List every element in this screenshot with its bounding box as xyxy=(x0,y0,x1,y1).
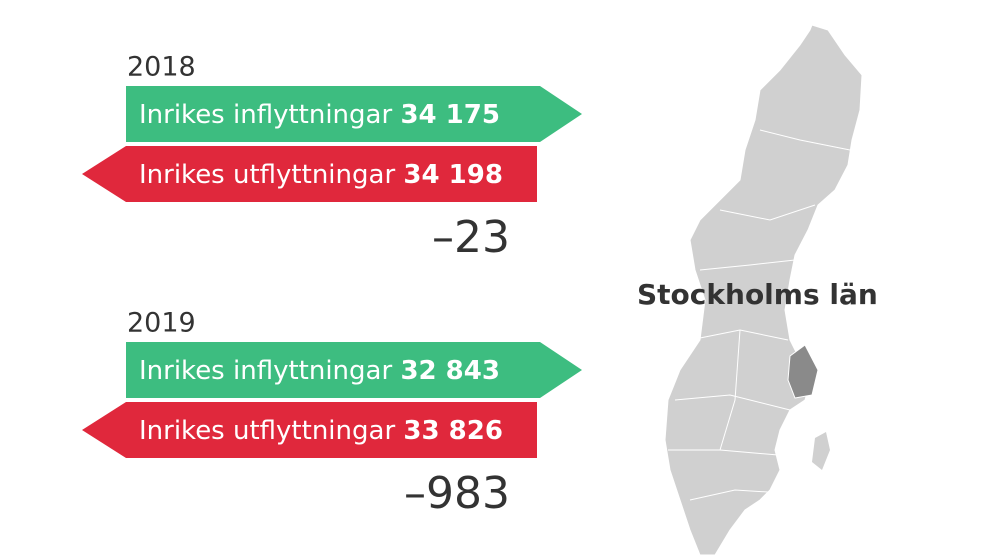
outflow-label: Inrikes utflyttningar xyxy=(139,160,395,190)
outflow-arrow xyxy=(82,402,537,458)
outflow-value: 33 826 xyxy=(403,416,503,446)
net-change: –983 xyxy=(404,468,510,519)
outflow-text: Inrikes utflyttningar 34 198 xyxy=(139,160,503,190)
net-change: –23 xyxy=(432,212,510,263)
sweden-map xyxy=(664,24,863,556)
gotland xyxy=(812,432,830,470)
inflow-value: 34 175 xyxy=(400,100,500,130)
stockholm-county xyxy=(787,344,819,399)
sweden-shape xyxy=(664,24,863,556)
outflow-value: 34 198 xyxy=(403,160,503,190)
county-borders xyxy=(668,129,851,501)
inflow-value: 32 843 xyxy=(400,356,500,386)
year: 2019 xyxy=(127,308,196,339)
outflow-arrow xyxy=(82,146,537,202)
inflow-label: Inrikes inflyttningar xyxy=(139,100,392,130)
inflow-arrow xyxy=(126,86,582,142)
inflow-label: Inrikes inflyttningar xyxy=(139,356,392,386)
outflow-text: Inrikes utflyttningar 33 826 xyxy=(139,416,503,446)
outflow-label: Inrikes utflyttningar xyxy=(139,416,395,446)
inflow-text: Inrikes inflyttningar 32 843 xyxy=(139,356,500,386)
inflow-arrow xyxy=(126,342,582,398)
year: 2018 xyxy=(127,52,196,83)
map-label: Stockholms län xyxy=(637,278,878,311)
inflow-text: Inrikes inflyttningar 34 175 xyxy=(139,100,500,130)
